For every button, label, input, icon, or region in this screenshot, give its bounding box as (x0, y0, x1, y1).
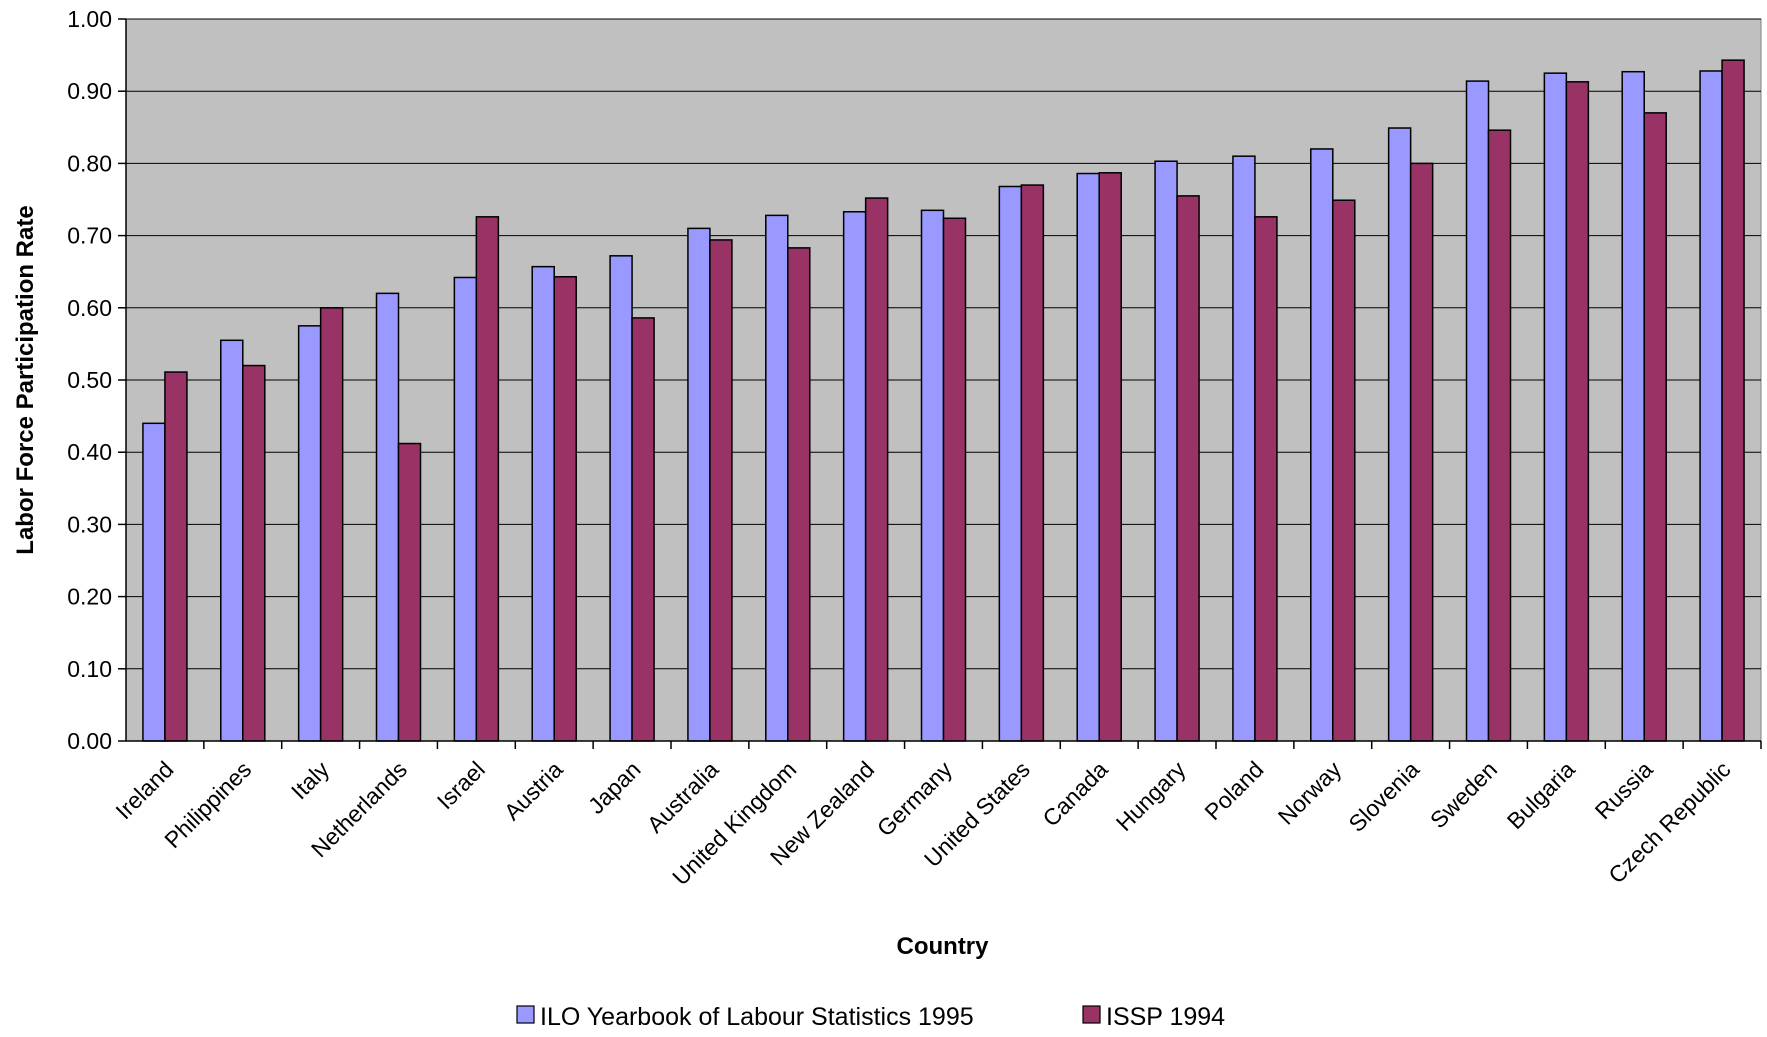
x-tick-label: Norway (1273, 756, 1347, 830)
y-tick-label: 0.60 (67, 295, 112, 321)
x-tick-label: Poland (1199, 756, 1268, 825)
x-tick-label: Canada (1037, 756, 1113, 832)
bar-issp (319, 307, 344, 742)
x-tick-label: Japan (583, 756, 646, 819)
bar-ilo (1076, 172, 1100, 742)
bar-issp (1721, 59, 1745, 742)
x-tick-label: Australia (642, 756, 724, 838)
y-axis-ticks: 0.00 0.10 0.20 0.30 0.40 0.50 0.60 0.70 0.80 0.90… (67, 6, 126, 754)
bar-issp (397, 442, 422, 742)
y-tick-label: 0.30 (67, 511, 112, 537)
bar-ilo (609, 255, 633, 742)
bar-ilo (842, 211, 867, 742)
bar-ilo (1699, 70, 1723, 742)
y-tick-label: 1.00 (67, 6, 112, 32)
bar-ilo (142, 422, 166, 742)
bar-ilo (998, 185, 1023, 742)
bar-issp (475, 216, 500, 742)
bar-ilo (1232, 155, 1256, 742)
bar-issp (709, 239, 733, 742)
bar-issp (787, 247, 811, 742)
bar-issp (553, 276, 577, 742)
x-axis-title: Country (897, 933, 990, 960)
bar-issp (1176, 195, 1200, 742)
bar-issp (242, 364, 266, 742)
x-tick-label: Israel (432, 756, 490, 814)
bar-ilo (1310, 148, 1334, 742)
bar-ilo (920, 209, 945, 742)
legend-label-issp: ISSP 1994 (1106, 1003, 1225, 1031)
bar-issp (1332, 199, 1356, 742)
bar-issp (1254, 216, 1278, 742)
bar-issp (1020, 184, 1045, 742)
y-tick-label: 0.20 (67, 584, 112, 610)
x-tick-label: Italy (286, 756, 335, 805)
bar-issp (864, 197, 889, 742)
bar-ilo (1543, 72, 1568, 742)
y-tick-label: 0.80 (67, 150, 112, 176)
y-tick-label: 0.70 (67, 223, 112, 249)
legend-swatch-issp (1082, 1005, 1101, 1024)
bar-issp (1487, 129, 1512, 742)
x-tick-label: Austria (499, 756, 568, 825)
x-tick-label: Sweden (1425, 756, 1502, 833)
bar-issp (1098, 172, 1122, 742)
bar-ilo (375, 292, 400, 742)
bar-issp (1643, 112, 1667, 742)
bar-ilo (1387, 127, 1412, 742)
bars (142, 59, 1745, 742)
x-tick-label: Russia (1590, 756, 1658, 824)
legend-swatch-ilo (516, 1005, 535, 1024)
bar-ilo (1154, 160, 1178, 742)
bar-issp (942, 217, 967, 742)
bar-issp (1565, 81, 1590, 742)
bar-issp (1409, 162, 1434, 742)
legend-label-ilo: ILO Yearbook of Labour Statistics 1995 (540, 1003, 974, 1031)
bar-ilo (687, 227, 711, 742)
bar-issp (164, 371, 188, 742)
y-tick-label: 0.40 (67, 439, 112, 465)
y-tick-label: 0.00 (67, 728, 112, 754)
y-tick-label: 0.10 (67, 656, 112, 682)
bar-ilo (297, 325, 322, 742)
bar-ilo (1621, 70, 1645, 742)
legend: ILO Yearbook of Labour Statistics 1995 I… (516, 1003, 1225, 1031)
x-tick-label: Ireland (110, 756, 178, 824)
y-tick-label: 0.50 (67, 367, 112, 393)
x-tick-label: Slovenia (1343, 756, 1424, 837)
bar-ilo (453, 276, 478, 742)
x-tick-label: Bulgaria (1502, 756, 1580, 834)
bar-ilo (531, 265, 555, 742)
y-axis-title: Labor Force Participation Rate (12, 205, 39, 554)
y-tick-label: 0.90 (67, 78, 112, 104)
bar-ilo (1465, 80, 1490, 742)
bar-ilo (765, 214, 789, 742)
bar-ilo (220, 339, 244, 742)
x-tick-label: Hungary (1111, 756, 1191, 836)
bar-issp (631, 317, 655, 742)
